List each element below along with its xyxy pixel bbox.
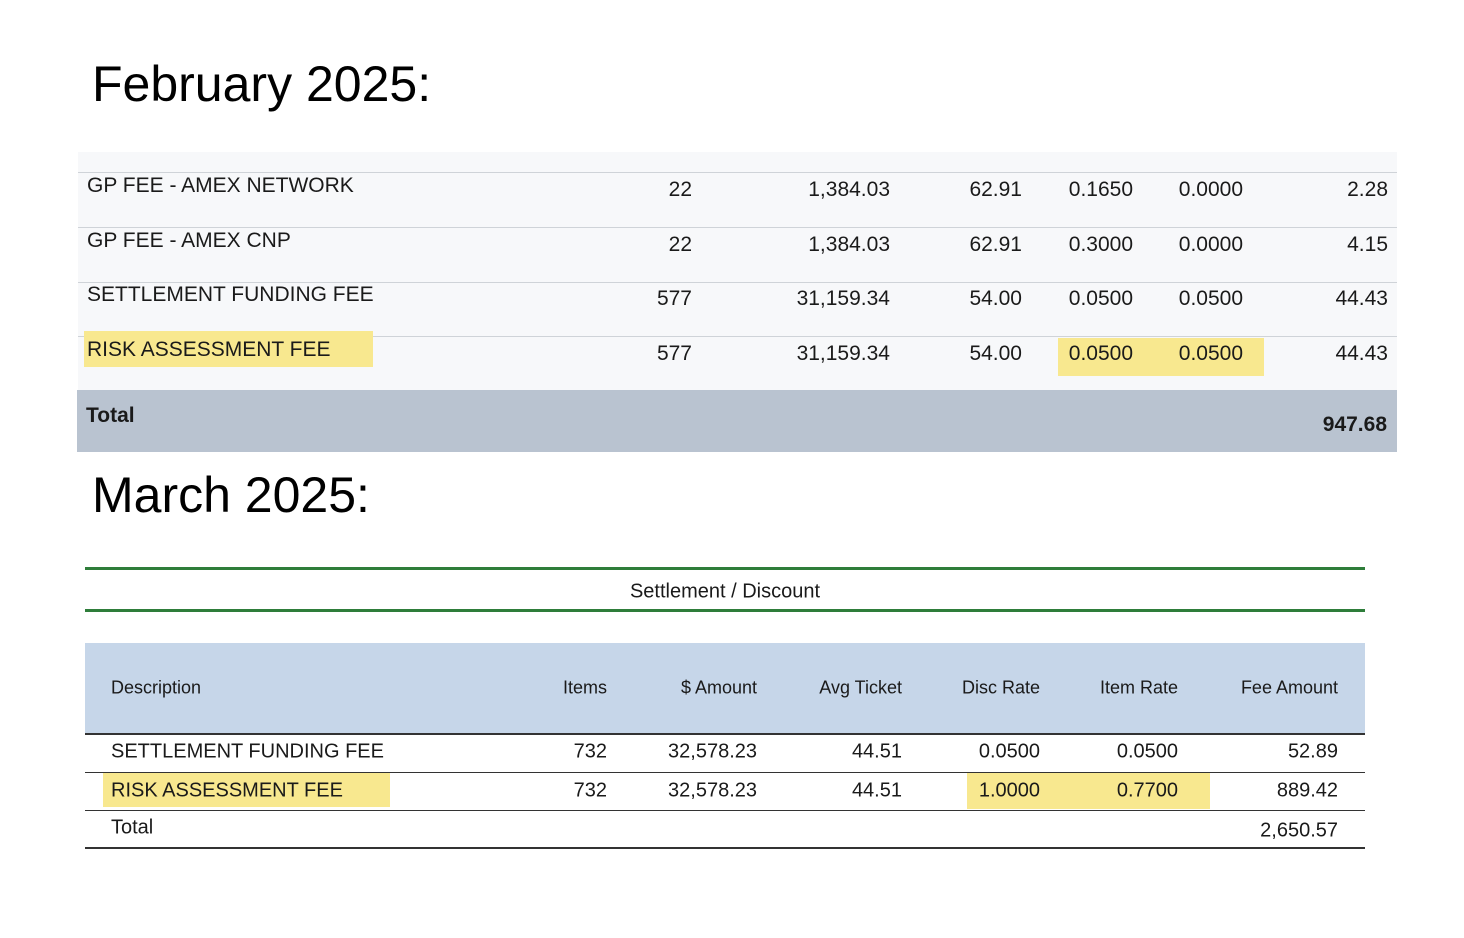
description: SETTLEMENT FUNDING FEE — [87, 283, 374, 306]
cell: 32,578.23 — [668, 779, 757, 802]
description: GP FEE - AMEX CNP — [87, 229, 291, 252]
cell: 0.7700 — [1116, 779, 1178, 802]
highlight — [84, 331, 373, 367]
row-line — [85, 733, 1365, 735]
cell: 577 — [656, 287, 692, 310]
cell: 32,578.23 — [668, 740, 757, 763]
cell: 732 — [573, 740, 607, 763]
column-header: $ Amount — [680, 677, 757, 698]
green-rule — [85, 609, 1365, 612]
cell: 22 — [668, 178, 692, 201]
column-header: Item Rate — [1099, 677, 1178, 698]
header-band — [85, 643, 1365, 733]
cell: 732 — [573, 779, 607, 802]
cell: 0.0000 — [1178, 178, 1243, 201]
feb-row-line — [78, 336, 1397, 337]
cell: 22 — [668, 233, 692, 256]
column-header: Avg Ticket — [819, 677, 902, 698]
feb-total-band — [77, 390, 1397, 452]
cell: 0.0500 — [1068, 287, 1133, 310]
cell: 31,159.34 — [796, 287, 890, 310]
total-amount: 2,650.57 — [1260, 819, 1338, 842]
cell: 0.0500 — [1116, 740, 1178, 763]
cell: 62.91 — [969, 178, 1022, 201]
row-line — [85, 847, 1365, 849]
green-rule — [85, 567, 1365, 570]
feb-row-line — [78, 172, 1397, 173]
cell: 54.00 — [969, 342, 1022, 365]
highlight — [1058, 338, 1264, 376]
cell: 1,384.03 — [808, 178, 890, 201]
cell: 2.28 — [1347, 178, 1388, 201]
cell: 44.51 — [851, 779, 902, 802]
heading: February 2025: — [92, 56, 432, 112]
column-header: Disc Rate — [961, 677, 1040, 698]
cell: 0.0500 — [978, 740, 1040, 763]
column-header: Fee Amount — [1240, 677, 1338, 698]
cell: 0.0500 — [1178, 342, 1243, 365]
cell: 1.0000 — [978, 779, 1040, 802]
cell: 54.00 — [969, 287, 1022, 310]
cell: 577 — [656, 342, 692, 365]
row-line — [85, 772, 1365, 773]
heading: March 2025: — [92, 467, 370, 523]
total-label: Total — [111, 816, 154, 839]
cell: 0.3000 — [1068, 233, 1133, 256]
description: SETTLEMENT FUNDING FEE — [111, 740, 384, 763]
column-header: Description — [111, 677, 202, 698]
description: RISK ASSESSMENT FEE — [111, 779, 343, 802]
highlight — [967, 773, 1210, 809]
cell: 889.42 — [1276, 779, 1338, 802]
cell: 44.43 — [1335, 287, 1388, 310]
cell: 0.1650 — [1068, 178, 1133, 201]
cell: 0.0500 — [1068, 342, 1133, 365]
cell: 0.0000 — [1178, 233, 1243, 256]
cell: 1,384.03 — [808, 233, 890, 256]
cell: 0.0500 — [1178, 287, 1243, 310]
description: GP FEE - AMEX NETWORK — [87, 174, 354, 197]
total-label: Total — [86, 404, 135, 427]
feb-row-line — [78, 282, 1397, 283]
feb-row-line — [78, 227, 1397, 228]
cell: 31,159.34 — [796, 342, 890, 365]
cell: 52.89 — [1287, 740, 1338, 763]
table-title: Settlement / Discount — [629, 580, 821, 603]
highlight — [103, 773, 390, 807]
description: RISK ASSESSMENT FEE — [87, 338, 331, 361]
row-line — [85, 810, 1365, 811]
cell: 62.91 — [969, 233, 1022, 256]
total-amount: 947.68 — [1322, 413, 1387, 436]
cell: 44.43 — [1335, 342, 1388, 365]
cell: 44.51 — [851, 740, 902, 763]
column-header: Items — [562, 677, 607, 698]
cell: 4.15 — [1347, 233, 1388, 256]
